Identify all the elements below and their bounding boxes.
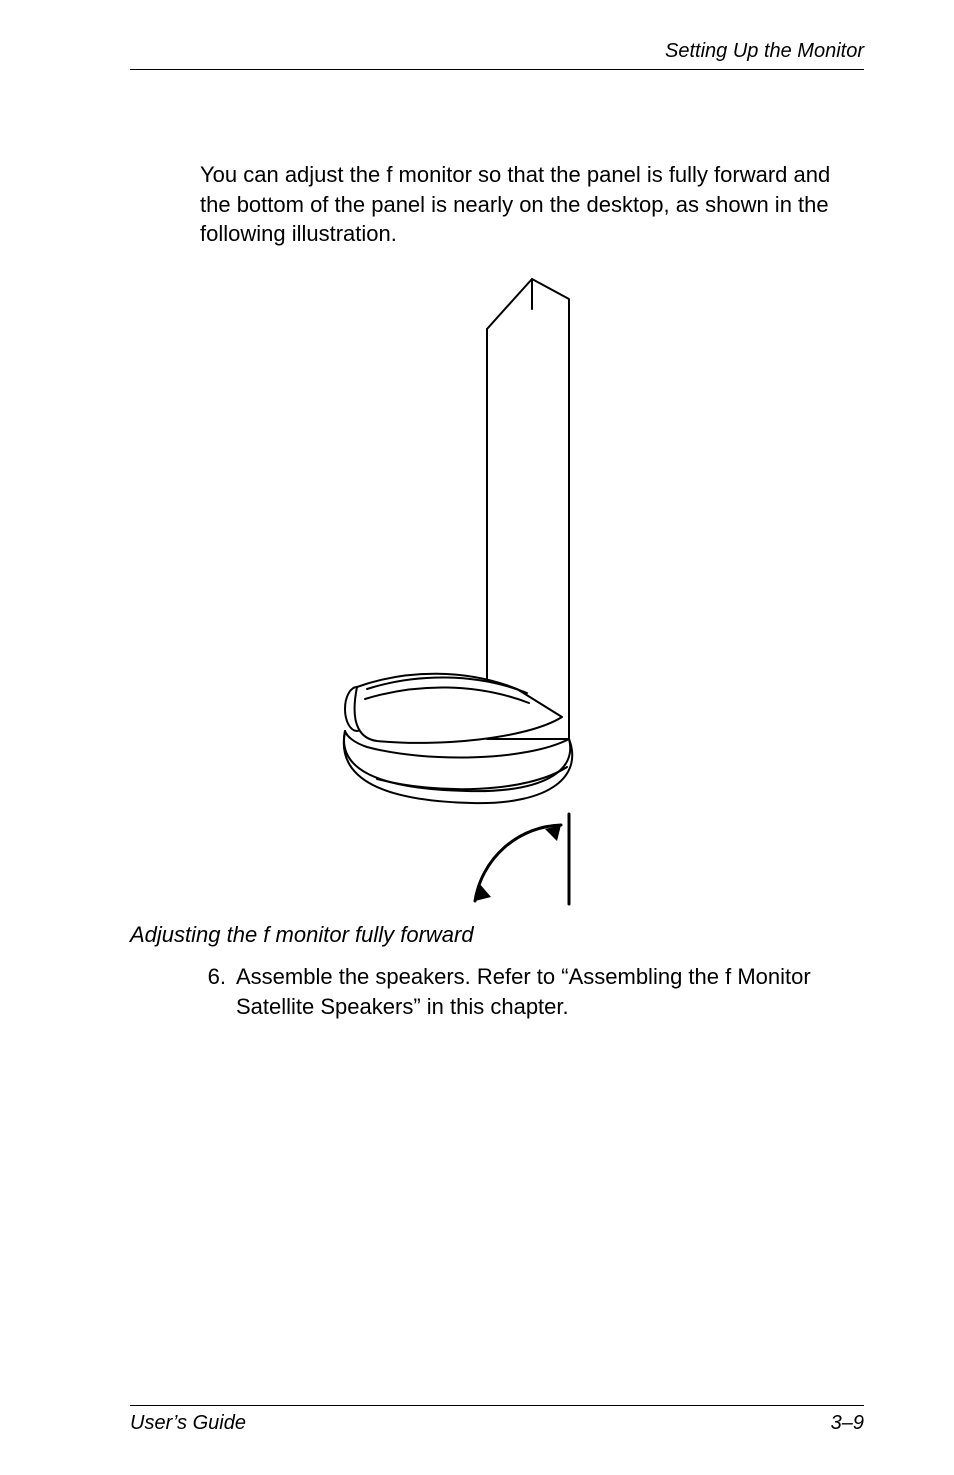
step-item: 6. Assemble the speakers. Refer to “Asse… [200, 962, 864, 1021]
page-footer: User’s Guide 3–9 [130, 1405, 864, 1435]
step-number: 6. [200, 962, 236, 1021]
body-paragraph: You can adjust the f monitor so that the… [200, 160, 864, 249]
footer-right: 3–9 [831, 1412, 864, 1435]
footer-left: User’s Guide [130, 1412, 246, 1435]
monitor-illustration [317, 269, 677, 909]
page-header: Setting Up the Monitor [130, 40, 864, 70]
monitor-figure [317, 269, 677, 914]
step-text: Assemble the speakers. Refer to “Assembl… [236, 962, 864, 1021]
section-title: Setting Up the Monitor [665, 40, 864, 62]
figure-caption: Adjusting the f monitor fully forward [130, 922, 864, 948]
